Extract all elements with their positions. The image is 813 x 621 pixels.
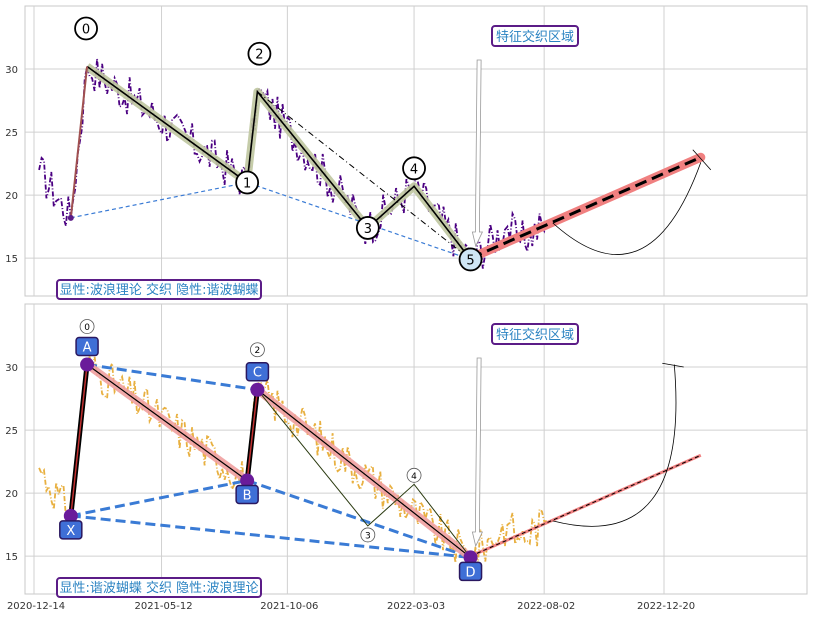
wave-small-label: 2 — [255, 346, 261, 356]
grid-lines — [25, 6, 807, 594]
projection-line — [469, 155, 702, 260]
x-tick-label: 2022-08-02 — [517, 601, 575, 612]
wave-number-label: 3 — [364, 222, 372, 237]
harmonic-label-box — [245, 361, 270, 382]
pattern-overlays — [68, 59, 712, 561]
harmonic-dot — [240, 473, 255, 488]
x-tick-label: 2021-10-06 — [260, 601, 318, 612]
harmonic-label: D — [466, 565, 476, 580]
pattern-markers: 0 1 2 3 4 5 0 2 3 4 X A B C D — [59, 16, 483, 582]
bottom-caption-text: 显性:谐波蝴蝶 交织 隐性:波浪理论 — [59, 580, 258, 596]
wave-small-circle — [250, 342, 265, 358]
wave-number-label: 1 — [243, 177, 251, 192]
forecast-arc — [552, 364, 677, 527]
y-tick-label: 15 — [5, 552, 18, 563]
harmonic-xd — [70, 514, 471, 559]
harmonic-dot — [463, 550, 478, 565]
harmonic-label-box — [235, 484, 259, 505]
harmonic-line — [70, 181, 471, 260]
x-tick-label: 2020-12-14 — [7, 601, 65, 612]
y-tick-label: 25 — [5, 128, 18, 139]
y-tick-label: 30 — [5, 363, 18, 374]
harmonic-label: A — [83, 341, 92, 356]
annotation-arrow — [471, 59, 484, 248]
wave-small-circle — [79, 319, 95, 334]
wave-number-circle — [458, 247, 483, 272]
wave-small-line — [257, 389, 471, 558]
forecast-cap — [692, 149, 712, 171]
harmonic-label: X — [66, 524, 75, 539]
top-panel-frame — [24, 5, 808, 297]
top-annotation-text: 特征交织区域 — [496, 29, 574, 45]
y-tick-label: 20 — [5, 191, 18, 202]
top-caption: 显性:波浪理论 交织 隐性:谐波蝴蝶 — [56, 279, 262, 300]
x-tick-label: 2022-03-03 — [387, 601, 445, 612]
bottom-annotation: 特征交织区域 — [491, 323, 579, 345]
wave-number-circle — [355, 216, 380, 240]
harmonic-dot — [63, 508, 78, 523]
bottom-annotation-text: 特征交织区域 — [496, 327, 574, 343]
y-tick-label: 30 — [5, 65, 18, 76]
leg-cd — [257, 389, 471, 558]
harmonic-label: C — [253, 366, 262, 381]
price-line — [38, 356, 547, 570]
bottom-caption: 显性:谐波蝴蝶 交织 隐性:波浪理论 — [56, 577, 262, 598]
y-tick-label: 15 — [5, 254, 18, 265]
wave-number-circle — [74, 16, 98, 41]
top-caption-text: 显性:波浪理论 交织 隐性:谐波蝴蝶 — [59, 282, 258, 298]
wave-line — [86, 65, 472, 260]
harmonic-label-box — [75, 336, 99, 357]
y-tick-label: 20 — [5, 489, 18, 500]
harmonic-ac — [86, 363, 258, 392]
wave-number-label: 4 — [410, 162, 418, 177]
wave-number-circle — [402, 156, 426, 181]
forecast-cap — [662, 362, 684, 368]
initial-leg — [69, 66, 89, 218]
harmonic-label: B — [243, 489, 252, 504]
wave-small-circle — [360, 527, 376, 543]
wave-number-label: 0 — [82, 23, 90, 38]
annotation-arrow — [471, 357, 484, 548]
leg-bc-inner — [246, 389, 259, 481]
pivot-dot — [67, 214, 74, 221]
projection-band — [469, 453, 702, 558]
harmonic-label-box — [59, 520, 83, 540]
wave-number-label: 5 — [466, 253, 474, 268]
wave-number-circle — [235, 170, 260, 195]
wave-small-label: 3 — [365, 531, 371, 541]
wave-number-circle — [247, 41, 272, 66]
harmonic-dot — [80, 357, 95, 372]
harmonic-dot — [250, 382, 265, 397]
wave-small-circle — [406, 467, 422, 483]
wave-small-label: 0 — [84, 323, 90, 333]
x-tick-label: 2021-05-12 — [134, 601, 192, 612]
wave-number-label: 2 — [255, 48, 263, 63]
leg-xa-inner — [70, 364, 88, 516]
forecast-arc — [552, 162, 702, 255]
leg-ab — [86, 364, 248, 482]
x-tick-label: 2022-12-20 — [637, 601, 695, 612]
harmonic-label-box — [458, 561, 483, 582]
harmonic-bd — [246, 479, 472, 559]
channel-line — [257, 91, 471, 260]
y-tick-label: 25 — [5, 426, 18, 437]
bottom-panel-frame — [24, 303, 808, 595]
top-annotation: 特征交织区域 — [491, 25, 579, 47]
wave-small-label: 4 — [411, 472, 417, 482]
